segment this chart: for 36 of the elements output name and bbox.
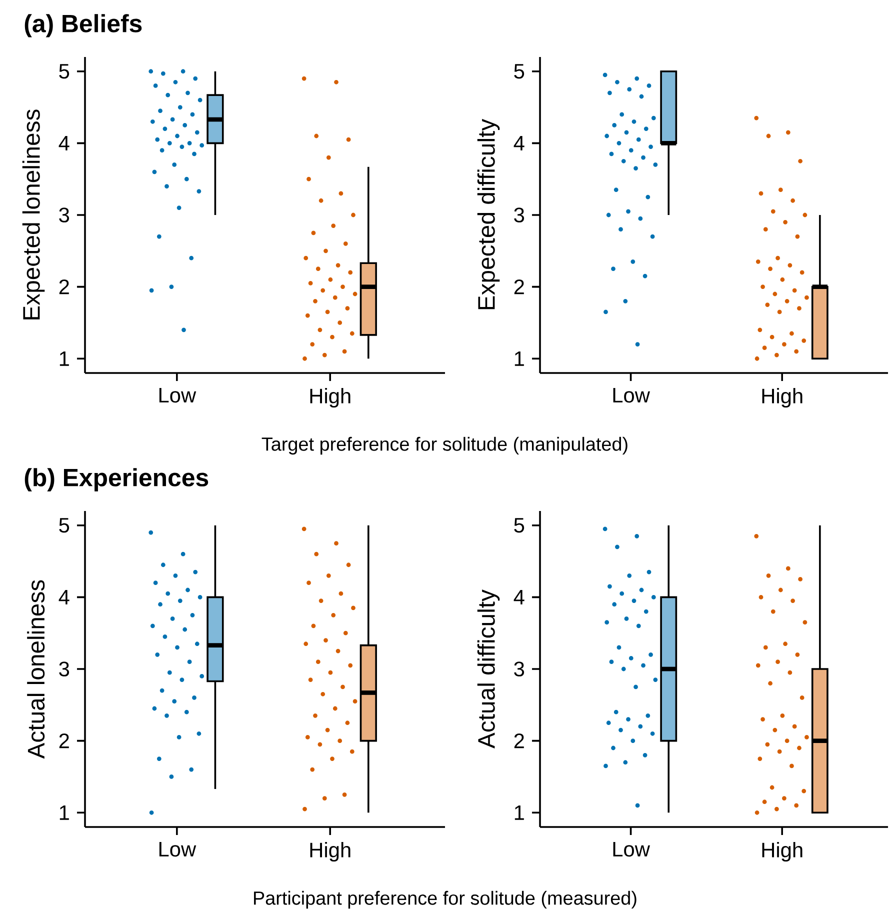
y-tick-label: 2 [514, 734, 524, 748]
chart-title: (a) Beliefs [24, 14, 142, 38]
y-tick-label: 1 [60, 351, 69, 366]
y-tick-label: 5 [59, 518, 70, 533]
y-tick-label: 4 [514, 136, 524, 150]
y-axis-title: Expected loneliness [22, 110, 45, 320]
x-axis-title: Target preference for solitude (manipulated) [262, 436, 628, 455]
y-axis-title: Actual difficulty [477, 590, 500, 748]
y-tick-label: 2 [59, 734, 69, 748]
y-tick-label: 1 [514, 805, 524, 820]
y-tick-label: 3 [514, 662, 524, 676]
y-tick-label: 4 [58, 590, 70, 604]
x-tick-label: Low [613, 842, 650, 857]
y-tick-label: 2 [514, 280, 524, 294]
y-tick-label: 5 [514, 64, 524, 79]
y-tick-label: 5 [59, 64, 70, 79]
x-tick-label: High [762, 388, 802, 408]
y-tick-label: 4 [58, 136, 70, 150]
y-tick-label: 3 [59, 662, 70, 676]
y-tick-label: 3 [514, 208, 524, 222]
x-tick-label: High [762, 842, 802, 862]
x-tick-label: Low [613, 388, 650, 403]
y-axis-title: Actual loneliness [27, 580, 45, 759]
y-tick-label: 5 [514, 518, 524, 533]
y-tick-label: 2 [59, 280, 69, 294]
y-tick-label: 3 [59, 208, 70, 222]
x-tick-label: Low [159, 388, 196, 403]
y-tick-label: 4 [514, 590, 524, 604]
y-tick-label: 1 [514, 351, 524, 366]
x-tick-label: High [310, 842, 350, 862]
chart-title: (b) Experiences [24, 468, 208, 492]
x-tick-label: High [310, 388, 350, 408]
y-tick-label: 1 [60, 805, 69, 820]
y-axis-title: Expected difficulty [477, 118, 500, 310]
x-tick-label: Low [159, 842, 196, 857]
x-axis-title: Participant preference for solitude (measured) [254, 890, 636, 909]
